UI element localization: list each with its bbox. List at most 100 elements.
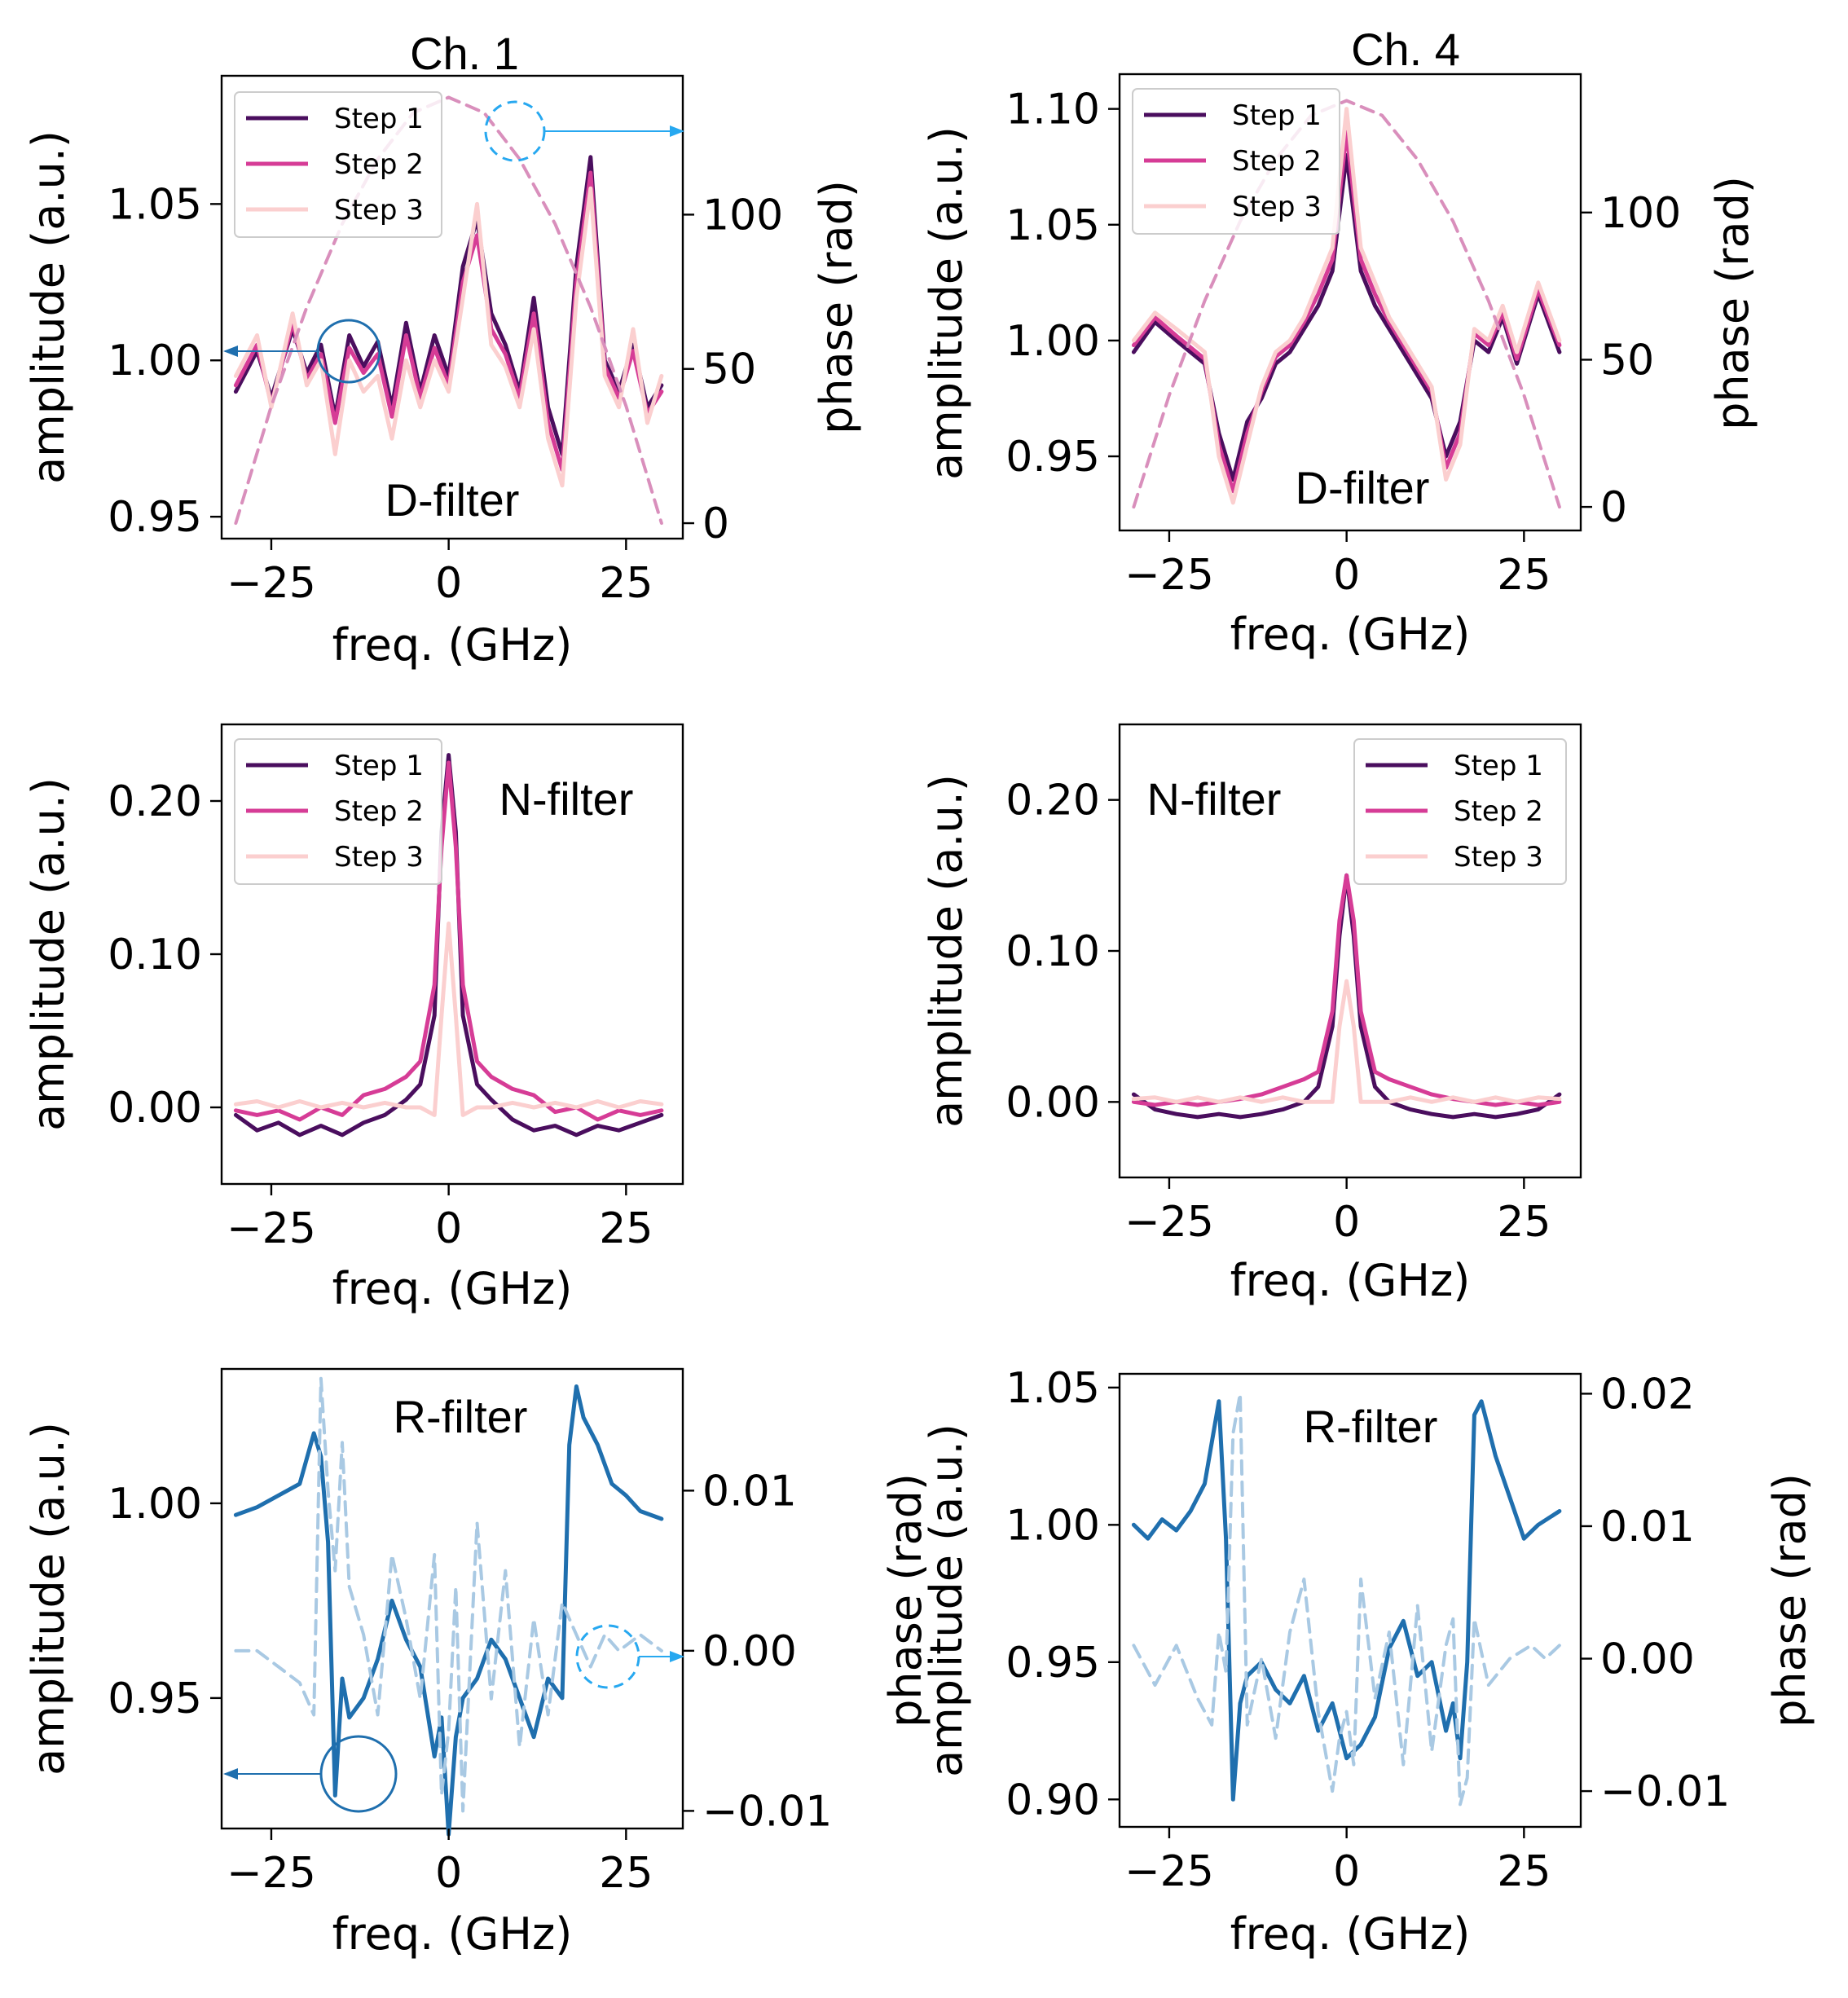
panel-ch4-r: R-filter −25 0 25 0.90 0.95 1.00 1.05 −0.01 0.00… bbox=[880, 1364, 1815, 1960]
legend-box bbox=[234, 738, 442, 885]
y-tick-label: 1.00 bbox=[1005, 317, 1100, 366]
ticks-layer: −25 0 25 0.95 1.00 1.05 0 50 100 bbox=[108, 180, 783, 608]
panel-title: Ch. 1 bbox=[410, 28, 519, 79]
filter-label: D-filter bbox=[385, 474, 520, 526]
x-tick-label: 25 bbox=[599, 1204, 653, 1253]
series-layer bbox=[233, 1376, 664, 1837]
x-tick-label: −25 bbox=[227, 559, 316, 608]
y2-tick-label: 50 bbox=[1600, 336, 1654, 385]
y-tick-label: 0.00 bbox=[108, 1084, 202, 1133]
y-tick-label: 1.05 bbox=[108, 180, 202, 229]
x-axis-label: freq. (GHz) bbox=[1230, 609, 1471, 660]
x-tick-label: 25 bbox=[599, 559, 653, 608]
panel-ch4-d: Ch. 4 Step 1 Step 2 Step 3 D-filter −25 0… bbox=[921, 24, 1758, 660]
y2-tick-label: 0.00 bbox=[702, 1627, 797, 1676]
x-axis-label: freq. (GHz) bbox=[332, 619, 573, 671]
y2-tick-label: 0.01 bbox=[702, 1467, 797, 1516]
legend-label-step-3: Step 3 bbox=[1232, 191, 1322, 223]
series-layer bbox=[1131, 99, 1562, 509]
y-axis-label: amplitude (a.u.) bbox=[23, 777, 74, 1131]
x-tick-label: −25 bbox=[227, 1849, 316, 1898]
panel-ch1-n: Step 1 Step 2 Step 3 N-filter −25 0 25 0.00… bbox=[23, 723, 684, 1314]
series-step-3 bbox=[1131, 979, 1562, 1104]
x-tick-label: 0 bbox=[435, 1204, 462, 1253]
y2-tick-label: 0.00 bbox=[1600, 1635, 1695, 1684]
x-tick-label: −25 bbox=[1124, 551, 1214, 600]
y2-tick-label: 0.01 bbox=[1600, 1503, 1695, 1551]
y-tick-label: 0.95 bbox=[1005, 433, 1100, 482]
x-tick-label: 0 bbox=[1333, 1847, 1360, 1896]
y2-axis-label: phase (rad) bbox=[1764, 1473, 1815, 1727]
x-axis-label: freq. (GHz) bbox=[332, 1908, 573, 1960]
panel-ch1-r: R-filter −25 0 25 0.95 1.00 −0.01 0.00 0.01 fre… bbox=[23, 1367, 832, 1960]
y-tick-label: 0.95 bbox=[1005, 1639, 1100, 1688]
y-tick-label: 0.20 bbox=[1005, 777, 1100, 825]
filter-label: N-filter bbox=[1147, 773, 1282, 825]
legend-box bbox=[1353, 738, 1567, 885]
y-tick-label: 1.05 bbox=[1005, 201, 1100, 250]
x-tick-label: 25 bbox=[1497, 551, 1551, 600]
legend-label-step-3: Step 3 bbox=[334, 194, 424, 227]
legend: Step 1 Step 2 Step 3 bbox=[1353, 738, 1567, 885]
y-tick-label: 1.05 bbox=[1005, 1364, 1100, 1413]
panel-ch4-n: Step 1 Step 2 Step 3 N-filter −25 0 25 0.00… bbox=[921, 723, 1582, 1306]
filter-label: D-filter bbox=[1296, 462, 1430, 513]
x-tick-label: 0 bbox=[435, 1849, 462, 1898]
filter-label: N-filter bbox=[499, 773, 634, 825]
y-tick-label: 0.10 bbox=[1005, 927, 1100, 976]
legend-label-step-1: Step 1 bbox=[334, 103, 424, 135]
series-step-3 bbox=[233, 186, 664, 488]
legend-label-step-3: Step 3 bbox=[1454, 841, 1543, 874]
legend-label-step-2: Step 2 bbox=[1232, 145, 1322, 178]
y2-tick-label: −0.01 bbox=[1600, 1767, 1730, 1816]
y-axis-label: amplitude (a.u.) bbox=[921, 774, 972, 1128]
y2-axis-label: phase (rad) bbox=[1707, 176, 1758, 430]
x-tick-label: 0 bbox=[1333, 551, 1360, 600]
y-axis-label: amplitude (a.u.) bbox=[23, 1422, 74, 1776]
series-phase bbox=[1132, 1392, 1561, 1807]
legend-label-step-2: Step 2 bbox=[334, 148, 424, 181]
x-axis-label: freq. (GHz) bbox=[332, 1263, 573, 1314]
panel-title: Ch. 4 bbox=[1351, 24, 1460, 75]
y2-tick-label: 100 bbox=[702, 191, 783, 240]
y-tick-label: 0.95 bbox=[108, 493, 202, 542]
ticks-layer: −25 0 25 0.95 1.00 1.05 1.10 0 50 100 bbox=[1005, 86, 1681, 600]
y-axis-label-overlap: phase (rad) bbox=[880, 1473, 931, 1727]
legend-label-step-2: Step 2 bbox=[334, 795, 424, 828]
y2-tick-label: 100 bbox=[1600, 189, 1681, 238]
amplitude-axis-marker-circle bbox=[319, 1735, 398, 1813]
series-amplitude bbox=[233, 1384, 664, 1837]
y-tick-label: 0.95 bbox=[108, 1675, 202, 1723]
y-tick-label: 1.10 bbox=[1005, 86, 1100, 134]
ticks-layer: −25 0 25 0.90 0.95 1.00 1.05 −0.01 0.00 0.01 0.02 bbox=[1005, 1364, 1730, 1896]
y-axis-label: amplitude (a.u.) bbox=[921, 1424, 972, 1777]
series-step-1 bbox=[233, 753, 664, 1138]
x-tick-label: 0 bbox=[435, 559, 462, 608]
series-step-3 bbox=[233, 921, 664, 1117]
filter-label: R-filter bbox=[1304, 1401, 1438, 1452]
series-step-1 bbox=[1131, 873, 1562, 1120]
plot-frame bbox=[1118, 73, 1582, 532]
series-layer bbox=[1131, 1392, 1562, 1807]
y-tick-label: 1.00 bbox=[108, 337, 202, 385]
y-tick-label: 1.00 bbox=[1005, 1501, 1100, 1550]
legend: Step 1 Step 2 Step 3 bbox=[234, 91, 442, 238]
y2-tick-label: 0 bbox=[1600, 483, 1627, 532]
legend-label-step-2: Step 2 bbox=[1454, 795, 1543, 828]
legend-box bbox=[234, 91, 442, 238]
ticks-layer: −25 0 25 0.00 0.10 0.20 bbox=[1005, 777, 1551, 1247]
legend-label-step-1: Step 1 bbox=[1454, 750, 1543, 782]
x-tick-label: −25 bbox=[1124, 1198, 1214, 1247]
y2-tick-label: 0 bbox=[702, 500, 729, 548]
series-amplitude bbox=[1131, 1399, 1562, 1802]
series-step-3 bbox=[1131, 107, 1562, 505]
series-layer bbox=[1131, 873, 1562, 1120]
y2-tick-label: −0.01 bbox=[702, 1787, 832, 1836]
y-tick-label: 0.00 bbox=[1005, 1078, 1100, 1127]
panel-ch1-d: Ch. 1 Step 1 Step 2 Step 3 D-filter −25 0… bbox=[23, 28, 862, 671]
legend: Step 1 Step 2 Step 3 bbox=[234, 738, 442, 885]
series-phase bbox=[1132, 99, 1561, 509]
plot-frame bbox=[220, 1367, 684, 1830]
x-tick-label: 25 bbox=[599, 1849, 653, 1898]
